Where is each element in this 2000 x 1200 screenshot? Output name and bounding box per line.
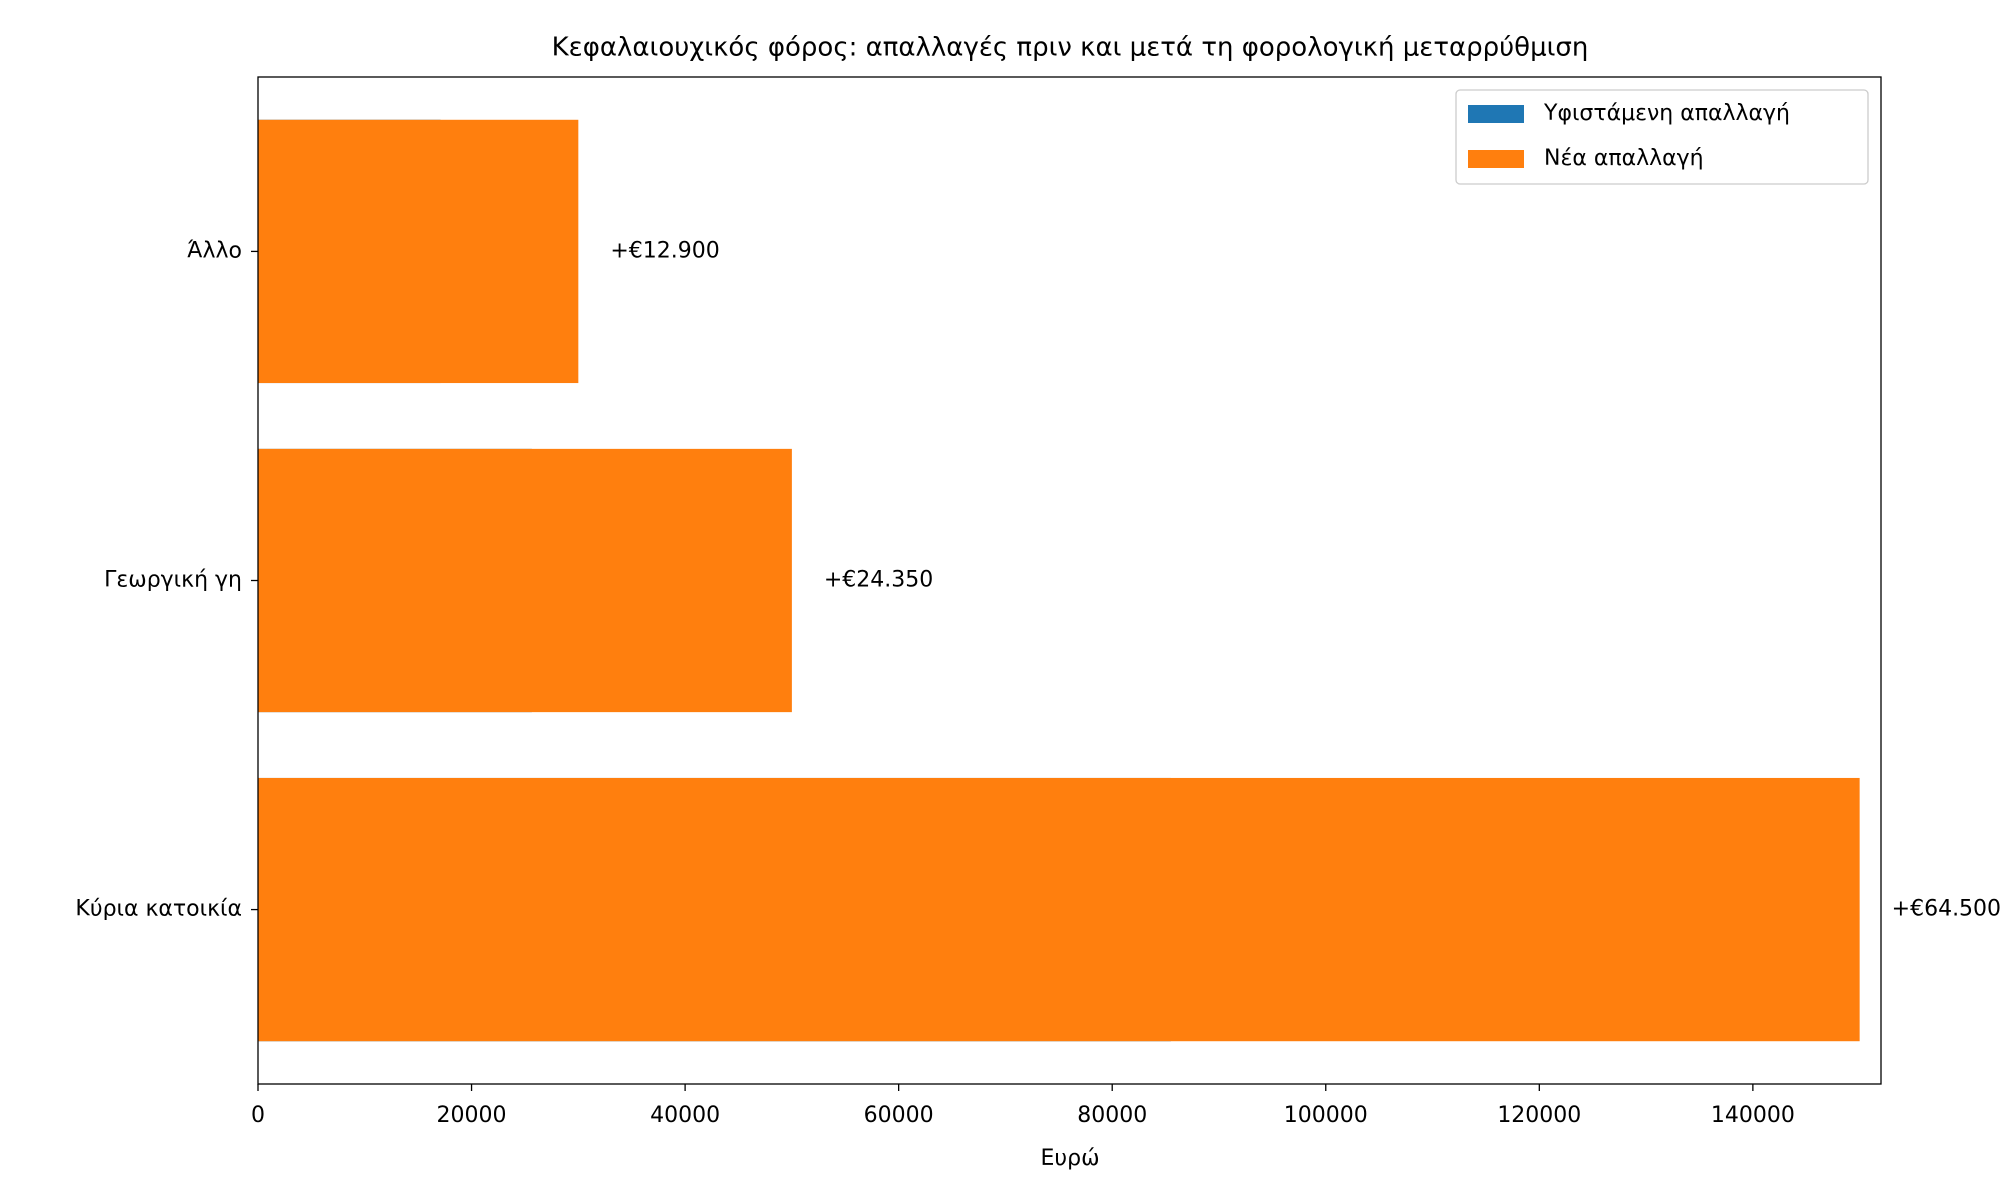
bar	[258, 119, 579, 384]
x-tick-label: 120000	[1497, 1103, 1581, 1128]
legend-swatch	[1468, 150, 1524, 168]
x-tick-label: 60000	[864, 1103, 934, 1128]
x-tick-label: 20000	[437, 1103, 507, 1128]
x-tick-label: 140000	[1711, 1103, 1795, 1128]
value-label: +€24.350	[824, 568, 933, 593]
x-tick-label: 80000	[1077, 1103, 1147, 1128]
legend-swatch	[1468, 105, 1524, 123]
value-label: +€64.500	[1892, 897, 2000, 922]
legend-label: Νέα απαλλαγή	[1544, 146, 1704, 171]
x-tick-label: 40000	[650, 1103, 720, 1128]
y-tick-label: Γεωργική γη	[104, 568, 242, 593]
value-label: +€12.900	[610, 238, 719, 263]
y-tick-label: Κύρια κατοικία	[75, 897, 242, 922]
x-axis-label: Ευρώ	[1040, 1146, 1099, 1171]
x-tick-label: 0	[251, 1103, 265, 1128]
chart-title: Κεφαλαιουχικός φόρος: απαλλαγές πριν και…	[552, 33, 1589, 63]
y-tick-label: Άλλο	[187, 238, 242, 263]
legend: Υφιστάμενη απαλλαγή Νέα απαλλαγή	[1455, 89, 1869, 185]
legend-frame	[1455, 89, 1869, 185]
bar	[258, 777, 1860, 1042]
x-tick-label: 100000	[1284, 1103, 1368, 1128]
legend-label: Υφιστάμενη απαλλαγή	[1543, 101, 1790, 126]
bar	[258, 448, 792, 713]
